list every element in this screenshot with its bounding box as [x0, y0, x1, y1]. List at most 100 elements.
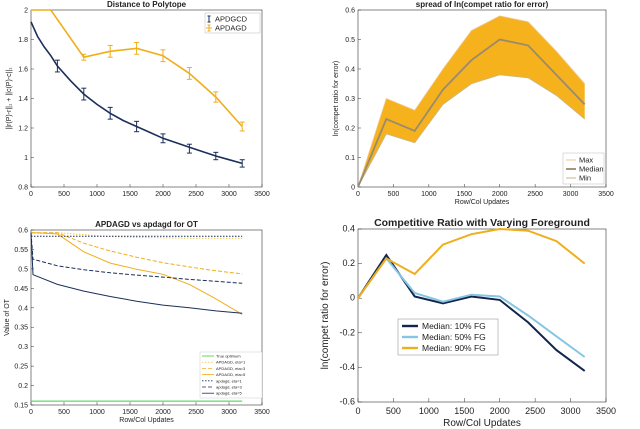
x-tick-label: 1000 — [89, 191, 105, 198]
y-axis-label: ln(compet ratio for error) — [320, 262, 331, 370]
legend-label: APDAGD, eta=1 — [216, 360, 246, 365]
x-tick-label: 1500 — [454, 406, 474, 416]
x-tick-label: 2500 — [188, 409, 204, 416]
chart-competitive-ratio: 0 500 1000 1500 2000 2500 3000 3500 -0.6 -0.4 -0.2… — [320, 217, 616, 429]
chart-spread-ln-ratio: 0 500 1000 1500 2000 2500 3000 3500 0 0.1 0.2 0.3 0.… — [333, 0, 614, 206]
legend-label: Min — [579, 174, 591, 183]
chart-apdagd-vs-apdagd-ot: 0 500 1000 1500 2000 2500 3000 3500 0.15 0.2 0.25 0… — [4, 220, 270, 424]
x-tick-label: 1500 — [122, 409, 138, 416]
legend-label: APDGCD — [215, 15, 248, 24]
series-line-6 — [30, 232, 243, 314]
x-tick-label: 2000 — [155, 191, 171, 198]
y-tick-label: -0.2 — [339, 327, 355, 337]
legend-label: Max — [579, 156, 593, 165]
legend-label: Median: 50% FG — [422, 332, 486, 342]
y-tick-label: 1.2 — [18, 126, 28, 133]
x-tick-label: 500 — [388, 191, 400, 198]
series-line-apdgcd — [30, 21, 243, 165]
legend-label: Median — [579, 165, 604, 174]
x-tick-label: 3500 — [254, 409, 270, 416]
series-line-min — [357, 74, 585, 188]
legend-box — [204, 12, 261, 34]
axes-frame — [357, 228, 607, 403]
x-axis-label: Row/Col Updates — [455, 199, 510, 206]
y-tick-label: 0.15 — [14, 403, 28, 410]
x-tick-label: 3000 — [561, 406, 581, 416]
y-tick-label: 2 — [24, 8, 28, 15]
series-line-2 — [357, 227, 586, 299]
legend-label: apdagd, eta=1 — [216, 378, 242, 383]
series-line-1 — [357, 256, 586, 358]
y-tick-label: 1 — [24, 155, 28, 162]
y-tick-label: 0.6 — [345, 8, 355, 15]
legend-label: APDAGD, eta=5 — [216, 372, 246, 377]
y-tick-label: 0.5 — [345, 37, 355, 44]
x-tick-label: 3500 — [254, 191, 270, 198]
x-tick-label: 3500 — [596, 406, 616, 416]
y-axis-label: ||r(P)-r||₁ + ||c(P)-c||₁ — [6, 67, 13, 130]
x-tick-label: 1000 — [419, 406, 439, 416]
y-tick-label: 0.2 — [18, 383, 28, 390]
y-tick-label: 1.4 — [18, 96, 28, 103]
legend-label: Median: 90% FG — [422, 343, 486, 353]
x-axis-label: Row/Col Updates — [443, 418, 521, 429]
x-tick-label: 0 — [355, 406, 360, 416]
series-line-1 — [31, 232, 243, 239]
x-tick-label: 2000 — [490, 406, 510, 416]
legend-label: True optimum — [216, 354, 241, 359]
x-tick-label: 3000 — [221, 409, 237, 416]
x-tick-label: 1500 — [456, 191, 472, 198]
x-tick-label: 500 — [58, 191, 70, 198]
y-tick-label: 0.3 — [345, 96, 355, 103]
x-tick-label: 2500 — [525, 406, 545, 416]
y-tick-label: 0.2 — [342, 258, 355, 268]
x-tick-label: 0 — [29, 409, 33, 416]
spread-band — [358, 15, 585, 188]
legend-label: APDAGD — [215, 24, 247, 33]
y-tick-label: 0.5 — [18, 266, 28, 273]
x-tick-label: 0 — [29, 191, 33, 198]
x-tick-label: 500 — [58, 409, 70, 416]
x-tick-label: 2000 — [155, 409, 171, 416]
x-tick-label: 2000 — [492, 191, 508, 198]
y-tick-label: 0 — [350, 293, 355, 303]
y-tick-label: -0.4 — [339, 362, 355, 372]
x-tick-label: 3000 — [221, 191, 237, 198]
y-tick-label: 1.6 — [18, 67, 28, 74]
y-axis-label: Value of OT — [4, 298, 11, 336]
y-tick-label: 0.1 — [345, 155, 355, 162]
series-line-3 — [31, 232, 243, 315]
chart-title: APDAGD vs apdagd for OT — [95, 220, 198, 229]
y-tick-label: 0.45 — [14, 286, 28, 293]
x-tick-label: 2500 — [188, 191, 204, 198]
y-axis-label: ln(compet ratio for error) — [333, 61, 340, 136]
x-tick-label: 0 — [356, 191, 360, 198]
x-tick-label: 3500 — [598, 191, 614, 198]
y-tick-label: 0.6 — [18, 228, 28, 235]
y-tick-label: 1.8 — [18, 37, 28, 44]
legend-label: apdagd, eta=5 — [216, 391, 242, 396]
x-tick-label: 1000 — [89, 409, 105, 416]
series-line-median — [357, 38, 586, 188]
x-axis-label: Row/Col Updates — [119, 417, 174, 424]
series-line-max — [357, 15, 586, 188]
chart-distance-to-polytope: 0 500 1000 1500 2000 2500 3000 3500 0.8 1 1.2 1.4 1.… — [6, 0, 270, 198]
y-tick-label: 0.3 — [18, 344, 28, 351]
x-tick-label: 1500 — [122, 191, 138, 198]
chart-title: spread of ln(compet ratio for error) — [416, 0, 549, 9]
chart-title: Competitive Ratio with Varying Foregroun… — [374, 217, 590, 229]
y-tick-label: 0.35 — [14, 325, 28, 332]
y-tick-label: 0.25 — [14, 364, 28, 371]
x-tick-label: 500 — [386, 406, 401, 416]
series-line-2 — [31, 232, 243, 275]
legend-label: APDAGD, eta=3 — [216, 366, 246, 371]
legend-label: apdagd, eta=3 — [216, 385, 242, 390]
x-tick-label: 2500 — [527, 191, 543, 198]
chart-title: Distance to Polytope — [107, 0, 187, 9]
y-tick-label: 0.55 — [14, 247, 28, 254]
legend-label: Median: 10% FG — [422, 321, 486, 331]
x-tick-label: 1000 — [421, 191, 437, 198]
y-tick-label: 0.8 — [18, 185, 28, 192]
y-tick-label: 0 — [351, 185, 355, 192]
